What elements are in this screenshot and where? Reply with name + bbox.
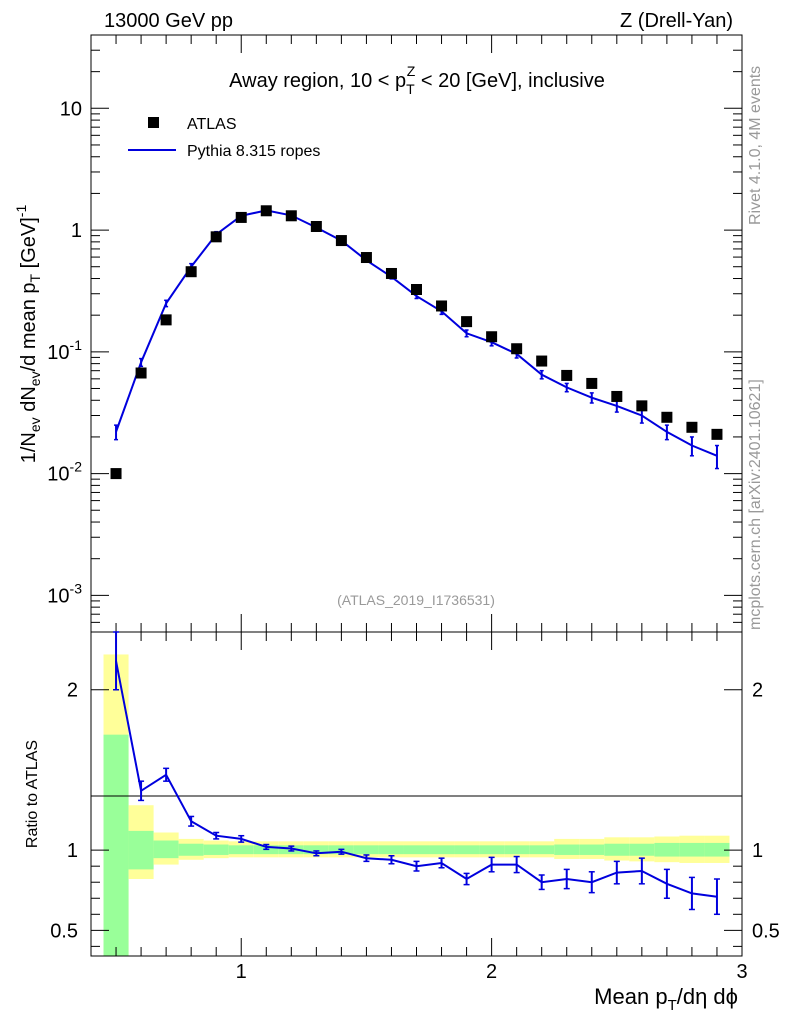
atlas-data-point bbox=[536, 355, 548, 367]
x-tick-label: 2 bbox=[486, 961, 497, 983]
atlas-data-point bbox=[160, 314, 172, 326]
ratio-band-inner bbox=[704, 842, 730, 857]
atlas-data-point bbox=[661, 411, 673, 423]
ratio-y-tick-label-right: 0.5 bbox=[752, 920, 780, 942]
ratio-band-inner bbox=[604, 843, 630, 856]
y-tick-label: 1 bbox=[71, 220, 82, 242]
ratio-y-tick-label-left: 2 bbox=[67, 680, 78, 702]
atlas-data-point bbox=[285, 210, 297, 222]
y-tick-label: 10-3 bbox=[47, 580, 82, 607]
atlas-data-point bbox=[686, 421, 698, 433]
ratio-y-tick-label-left: 1 bbox=[67, 840, 78, 862]
ratio-y-axis-title: Ratio to ATLAS bbox=[24, 740, 41, 848]
ratio-band-inner bbox=[429, 845, 455, 855]
atlas-data-point bbox=[360, 252, 372, 264]
legend-atlas-marker bbox=[148, 117, 159, 128]
ratio-band-inner bbox=[103, 734, 129, 956]
ratio-band-inner bbox=[529, 845, 555, 855]
ratio-band-inner bbox=[128, 830, 154, 870]
ratio-y-tick-label-left: 0.5 bbox=[50, 920, 78, 942]
atlas-data-point bbox=[511, 343, 523, 355]
pythia-line bbox=[115, 209, 718, 457]
atlas-data-point bbox=[260, 205, 272, 217]
analysis-tag: (ATLAS_2019_I1736531) bbox=[337, 592, 495, 608]
ratio-band-inner bbox=[629, 843, 655, 856]
ratio-band-inner bbox=[679, 842, 705, 857]
ratio-uncertainty-bands bbox=[103, 654, 730, 956]
ratio-axis-ticks: 0.5 0.5 1 1 2 2 1 2 3 bbox=[50, 632, 780, 983]
legend-pythia-label: Pythia 8.315 ropes bbox=[187, 143, 320, 160]
ratio-band-inner bbox=[228, 845, 254, 855]
ratio-band-inner bbox=[403, 845, 430, 855]
main-series bbox=[110, 205, 723, 480]
ratio-band-inner bbox=[378, 845, 404, 855]
ratio-band-inner bbox=[153, 840, 179, 859]
ratio-band-inner bbox=[454, 845, 480, 855]
ratio-band-inner bbox=[554, 844, 580, 855]
atlas-data-point bbox=[486, 331, 498, 343]
x-axis-title: Mean pT/dη dϕ bbox=[594, 984, 738, 1014]
ratio-band-inner bbox=[178, 843, 204, 856]
atlas-data-point bbox=[461, 316, 473, 328]
atlas-data-point bbox=[411, 283, 422, 295]
header-left: 13000 GeV pp bbox=[104, 10, 233, 32]
atlas-data-point bbox=[235, 211, 247, 223]
atlas-data-point bbox=[110, 468, 122, 480]
ratio-band-inner bbox=[203, 844, 229, 855]
atlas-data-point bbox=[135, 367, 147, 379]
y-tick-label: 10-1 bbox=[47, 337, 82, 364]
ratio-band-inner bbox=[353, 845, 379, 855]
legend-atlas-label: ATLAS bbox=[187, 116, 237, 133]
rivet-label: Rivet 4.1.0, 4M events bbox=[747, 66, 764, 225]
atlas-data-point bbox=[586, 377, 598, 389]
ratio-band-inner bbox=[479, 845, 505, 855]
ratio-series bbox=[113, 631, 720, 916]
ratio-y-tick-label-right: 1 bbox=[752, 840, 763, 862]
ratio-band-inner bbox=[654, 842, 680, 857]
atlas-data-point bbox=[636, 400, 648, 412]
ratio-band-inner bbox=[504, 845, 530, 855]
y-tick-label: 10 bbox=[60, 98, 82, 120]
atlas-data-point bbox=[335, 235, 347, 247]
atlas-data-point bbox=[185, 266, 197, 278]
atlas-data-point bbox=[385, 267, 397, 279]
y-tick-label: 10-2 bbox=[47, 459, 82, 486]
atlas-data-point bbox=[611, 390, 623, 402]
ratio-y-tick-label-right: 2 bbox=[752, 680, 763, 702]
atlas-data-point bbox=[310, 220, 322, 232]
x-tick-label: 1 bbox=[236, 961, 247, 983]
mcplots-label: mcplots.cern.ch [arXiv:2401.10621] bbox=[747, 379, 764, 630]
atlas-data-point bbox=[711, 428, 723, 440]
atlas-data-point bbox=[436, 300, 448, 312]
ratio-band-inner bbox=[303, 845, 329, 855]
ratio-band-inner bbox=[579, 844, 605, 855]
atlas-data-point bbox=[561, 369, 573, 381]
atlas-data-point bbox=[210, 231, 222, 243]
main-y-axis-title: 1/Nev dNev/d mean pT [GeV]-1 bbox=[13, 205, 43, 464]
chart-title: Away region, 10 < pTZ < 20 [GeV], inclus… bbox=[229, 63, 605, 97]
ratio-panel-frame bbox=[90, 631, 743, 957]
x-tick-label: 3 bbox=[736, 961, 747, 983]
header-right: Z (Drell-Yan) bbox=[620, 10, 733, 32]
